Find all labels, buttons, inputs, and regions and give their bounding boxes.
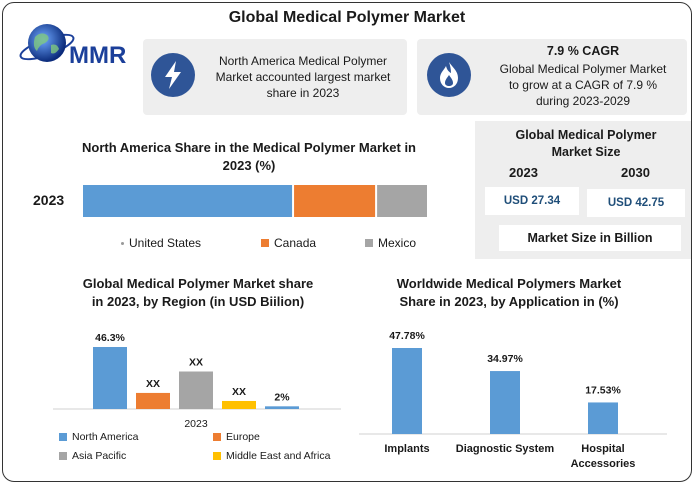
year-2030-label: 2030 <box>621 165 650 180</box>
region-bar-label: XX <box>232 386 246 398</box>
application-bar-label: 34.97% <box>487 353 523 365</box>
info-right-text: Global Medical Polymer Market to grow at… <box>499 62 667 108</box>
application-bar <box>588 402 618 434</box>
legend-dot <box>121 241 124 245</box>
region-bar-label: XX <box>189 357 203 369</box>
region-bar-north-america <box>93 347 127 409</box>
info-box-cagr: 7.9 % CAGR Global Medical Polymer Market… <box>417 39 687 115</box>
value-2030: USD 42.75 <box>587 189 685 217</box>
application-category-label: Diagnostic System <box>456 443 555 455</box>
page-title: Global Medical Polymer Market <box>228 9 466 26</box>
info-box-north-america: North America Medical Polymer Market acc… <box>143 39 407 115</box>
region-chart: 46.3% XX XX XX 2% 2023 <box>53 332 341 430</box>
na-share-segment-canada <box>294 185 376 217</box>
application-category-label: Hospital <box>581 443 624 455</box>
cagr-heading: 7.9 % CAGR <box>546 44 620 58</box>
market-size-unit: Market Size in Billion <box>499 225 681 251</box>
legend-north-america: North America <box>59 431 139 443</box>
application-bar-label: 17.53% <box>585 384 621 396</box>
legend-asia-pacific: Asia Pacific <box>59 450 126 462</box>
na-share-segment-mexico <box>377 185 427 217</box>
infographic-frame: Global Medical Polymer Market MMR North … <box>2 2 692 482</box>
application-category-label: Implants <box>384 443 429 455</box>
region-bar-middle-east-and-africa <box>222 400 256 409</box>
mmr-logo: MMR <box>17 15 141 77</box>
application-chart-title: Worldwide Medical Polymers Market Share … <box>396 276 622 309</box>
application-category-label: Accessories <box>571 458 636 470</box>
year-2023-label: 2023 <box>509 165 538 180</box>
region-bar-label: 46.3% <box>95 332 125 344</box>
legend-mexico: Mexico <box>365 236 416 250</box>
na-share-category-label: 2023 <box>33 192 65 208</box>
legend-middle-east-africa: Middle East and Africa <box>213 450 330 462</box>
market-size-title: Global Medical Polymer Market Size <box>515 128 657 159</box>
region-bar-label: 2% <box>274 391 290 403</box>
application-chart: 47.78% Implants 34.97% Diagnostic System 17.… <box>359 330 667 470</box>
na-share-segment-united-states <box>83 185 293 217</box>
legend-europe: Europe <box>213 431 260 443</box>
lightning-icon <box>151 53 195 97</box>
na-share-chart-title: North America Share in the Medical Polym… <box>81 140 416 173</box>
flame-icon <box>427 53 471 97</box>
application-bar <box>490 371 520 434</box>
region-chart-title: Global Medical Polymer Market share in 2… <box>82 276 314 309</box>
legend-united-states: United States <box>121 236 201 250</box>
region-bar-other <box>265 406 299 409</box>
info-left-text: North America Medical Polymer Market acc… <box>215 54 391 100</box>
region-bar-asia-pacific <box>179 371 213 409</box>
application-bar <box>392 348 422 434</box>
region-x-label: 2023 <box>184 418 208 430</box>
na-share-chart <box>83 185 427 217</box>
application-bar-label: 47.78% <box>389 330 425 342</box>
value-2023: USD 27.34 <box>485 187 579 215</box>
region-bar-label: XX <box>146 378 160 390</box>
logo-text: MMR <box>69 42 126 69</box>
legend-canada: Canada <box>261 236 316 250</box>
region-bar-europe <box>136 392 170 409</box>
